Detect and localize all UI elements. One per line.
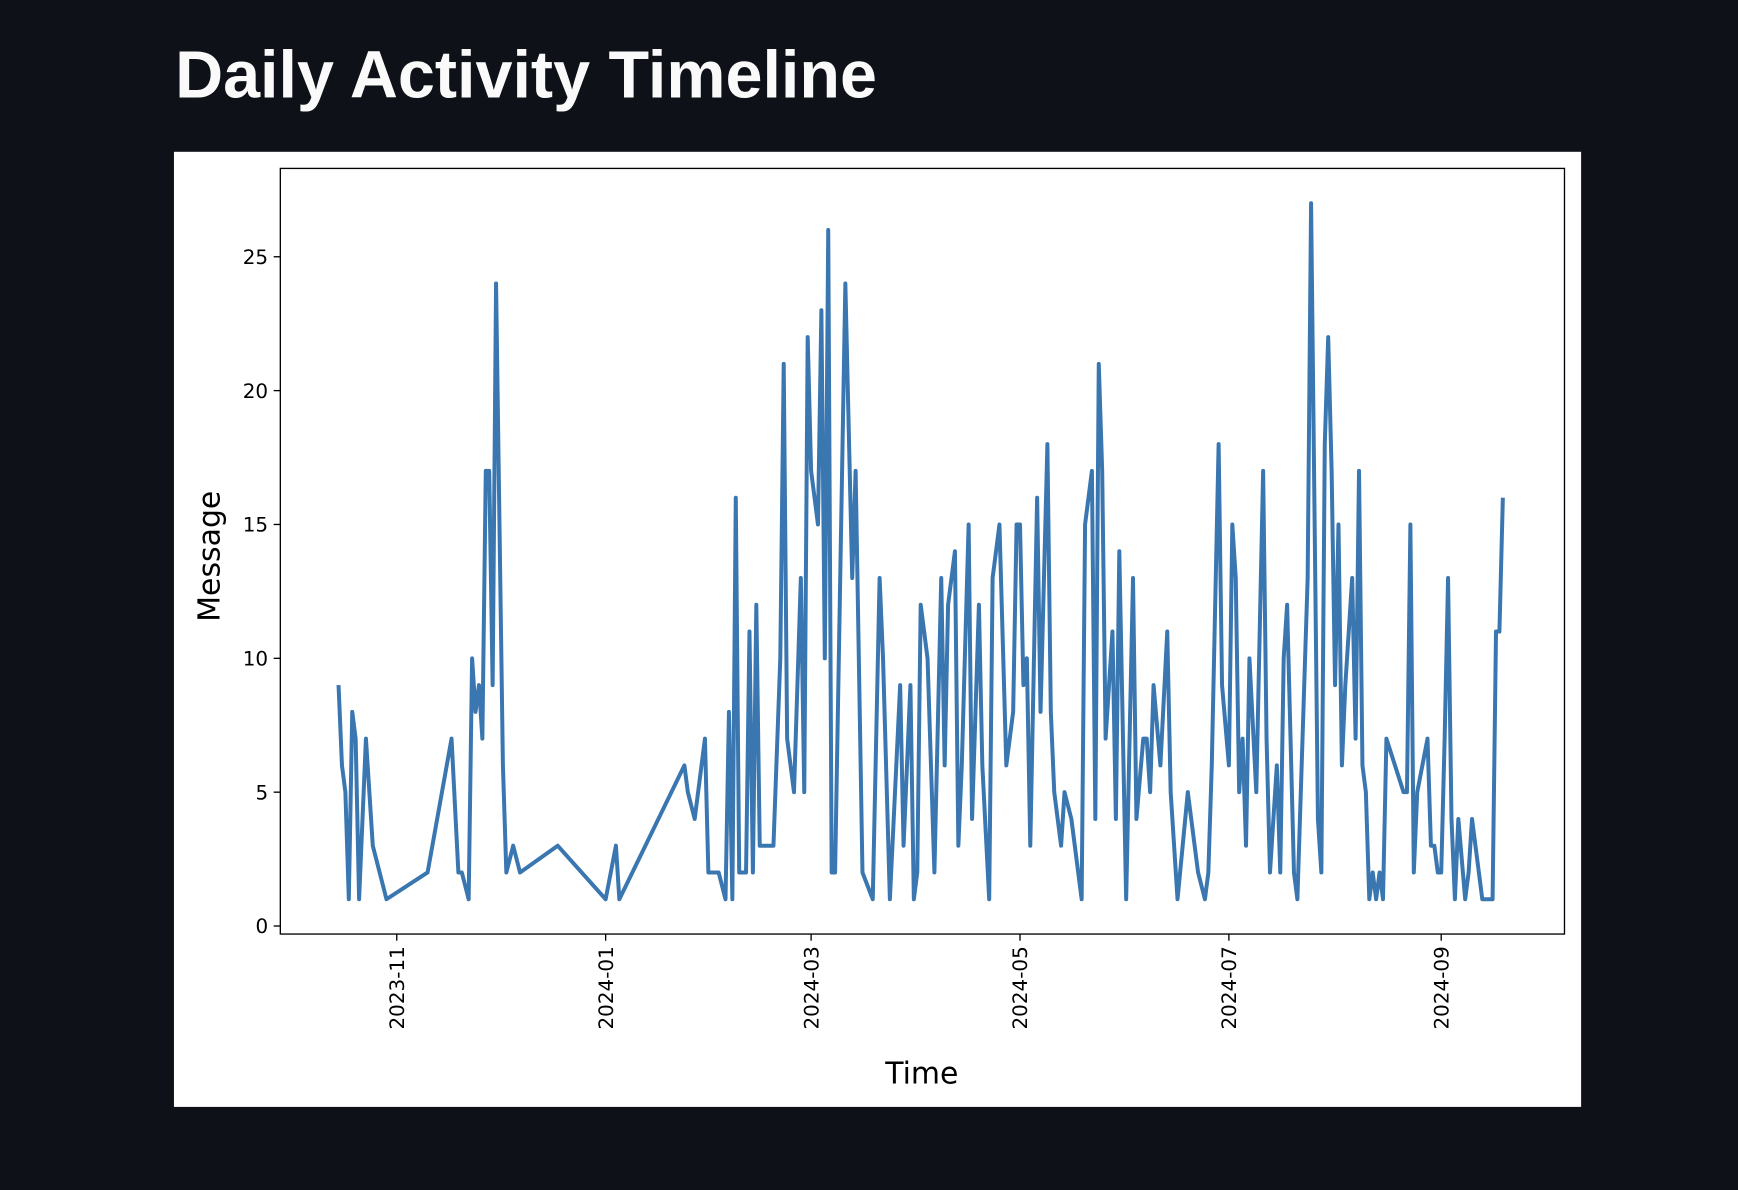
axes-frame bbox=[279, 167, 1566, 935]
x-tick-label: 2023-11 bbox=[385, 946, 409, 1029]
y-axis-label: Message bbox=[192, 491, 227, 622]
y-tick-label: 10 bbox=[243, 647, 268, 671]
y-tick-label: 15 bbox=[243, 513, 268, 537]
y-tick-label: 5 bbox=[255, 780, 268, 804]
x-axis-label: Time bbox=[884, 1057, 958, 1092]
y-tick-label: 20 bbox=[243, 379, 268, 403]
x-tick-label: 2024-01 bbox=[594, 946, 618, 1029]
x-tick-label: 2024-09 bbox=[1429, 946, 1453, 1029]
page-title: Daily Activity Timeline bbox=[175, 39, 877, 113]
x-tick-label: 2024-05 bbox=[1008, 946, 1032, 1029]
x-tick-label: 2024-03 bbox=[799, 946, 823, 1029]
y-tick-label: 0 bbox=[255, 914, 268, 938]
data-line bbox=[336, 201, 1505, 902]
x-tick-label: 2024-07 bbox=[1217, 946, 1241, 1029]
y-tick-label: 25 bbox=[243, 245, 268, 269]
